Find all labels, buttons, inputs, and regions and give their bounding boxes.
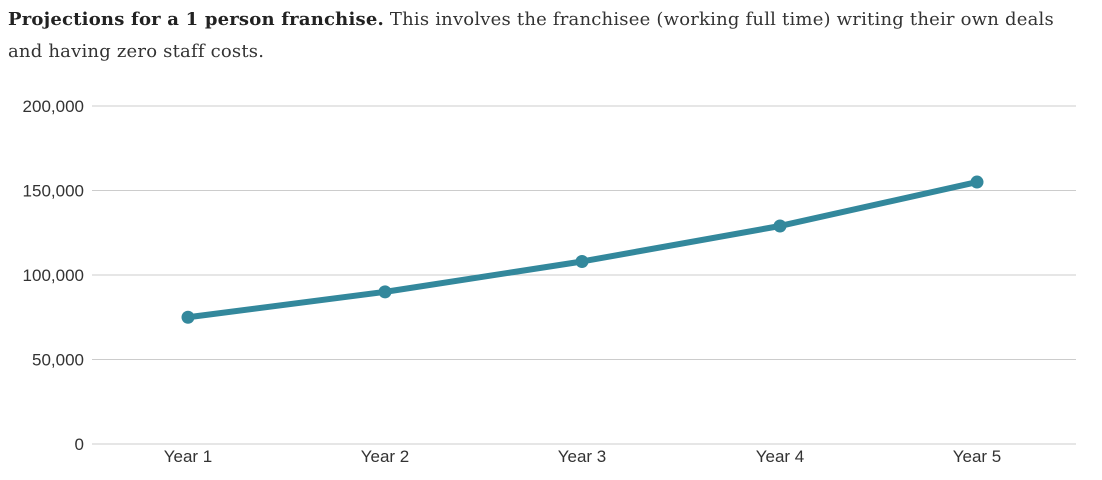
y-tick-label: 50,000 [32,351,84,370]
intro-text: This involves the franchisee (working fu… [8,9,1054,62]
data-point [575,254,589,268]
x-tick-label: Year 5 [953,447,1002,466]
series-group [181,175,984,324]
y-tick-label: 150,000 [23,182,84,201]
x-axis-labels: Year 1 Year 2 Year 3 Year 4 Year 5 [164,447,1002,466]
x-tick-label: Year 4 [756,447,805,466]
x-tick-label: Year 2 [361,447,410,466]
x-tick-label: Year 1 [164,447,213,466]
series-line [185,179,980,321]
data-point [181,310,195,324]
data-point [773,219,787,233]
intro-bold: Projections for a 1 person franchise. [8,9,384,30]
y-tick-label: 0 [75,435,84,454]
y-tick-label: 200,000 [23,97,84,116]
y-axis-labels: 0 50,000 100,000 150,000 200,000 [23,97,84,454]
gridlines [92,105,1076,445]
data-point [378,285,392,299]
x-tick-label: Year 3 [558,447,607,466]
data-point [970,175,984,189]
chart-intro: Projections for a 1 person franchise. Th… [8,4,1088,68]
y-tick-label: 100,000 [23,266,84,285]
